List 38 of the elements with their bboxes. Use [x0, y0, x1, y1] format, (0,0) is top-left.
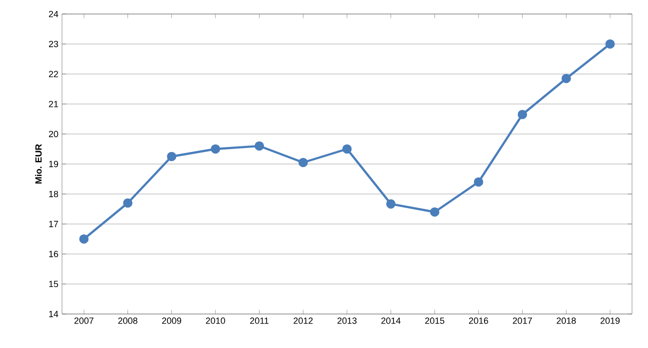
- x-tick-label: 2019: [600, 318, 620, 324]
- point: [166, 152, 176, 162]
- point: [518, 110, 528, 120]
- y-tick-label: 24: [48, 10, 58, 18]
- y-axis-title: Mio. EUR: [35, 144, 42, 184]
- x-tick-label: 2011: [250, 318, 269, 324]
- y-tick-label: 15: [49, 280, 58, 288]
- x-tick-label: 2008: [118, 318, 138, 324]
- y-tick-label: 16: [49, 250, 58, 258]
- point: [430, 207, 440, 217]
- y-tick-label: 20: [48, 130, 58, 138]
- x-tick-label: 2012: [294, 318, 313, 324]
- y-tick-label: 21: [48, 100, 58, 108]
- x-tick-label: 2009: [162, 318, 182, 324]
- y-tick-label: 17: [49, 220, 58, 228]
- point: [123, 198, 132, 208]
- x-tick-label: 2016: [469, 318, 488, 324]
- y-tick-label: 18: [49, 190, 58, 198]
- point: [386, 199, 396, 209]
- y-tick-label: 23: [48, 40, 58, 48]
- x-tick-label: 2018: [556, 318, 576, 324]
- x-tick-label: 2014: [381, 318, 401, 324]
- y-tick-label: 19: [49, 160, 58, 168]
- point: [474, 177, 484, 187]
- x-tick-label: 2007: [74, 318, 94, 324]
- y-tick-label: 22: [48, 70, 58, 78]
- x-tick-label: 2017: [512, 318, 532, 324]
- point: [562, 74, 571, 84]
- point: [605, 39, 615, 49]
- point: [79, 234, 89, 244]
- x-tick-label: 2015: [425, 318, 444, 324]
- x-tick-label: 2013: [337, 318, 357, 324]
- point: [298, 158, 308, 168]
- x-tick-label: 2010: [206, 318, 226, 324]
- point: [254, 141, 264, 151]
- y-tick-label: 14: [49, 310, 58, 318]
- point: [342, 144, 352, 154]
- point: [210, 144, 220, 154]
